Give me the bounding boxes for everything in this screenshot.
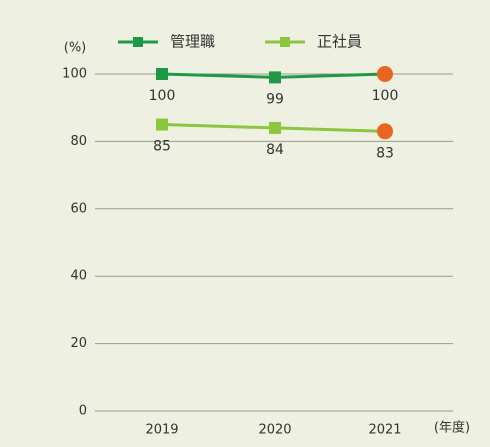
data-label: 83 bbox=[376, 145, 394, 161]
y-tick-label: 40 bbox=[70, 269, 87, 284]
point-highlight bbox=[377, 123, 393, 140]
y-tick-label: 20 bbox=[70, 336, 87, 351]
data-label: 84 bbox=[266, 142, 284, 158]
y-tick-label: 0 bbox=[79, 404, 87, 419]
point bbox=[269, 71, 281, 84]
point bbox=[156, 118, 168, 131]
legend-label: 正社員 bbox=[317, 33, 362, 51]
x-tick-label: 2020 bbox=[258, 423, 291, 438]
data-label: 99 bbox=[266, 91, 284, 107]
data-label: 100 bbox=[149, 88, 176, 104]
y-axis-label: (%) bbox=[64, 41, 87, 56]
legend-label: 管理職 bbox=[170, 33, 215, 51]
x-axis-label: (年度) bbox=[434, 420, 470, 436]
x-tick-label: 2019 bbox=[145, 423, 178, 438]
x-tick-label: 2021 bbox=[368, 423, 401, 438]
data-label: 85 bbox=[153, 139, 171, 155]
data-label: 100 bbox=[372, 88, 399, 104]
point-highlight bbox=[377, 66, 393, 82]
y-tick-label: 100 bbox=[62, 67, 87, 82]
legend-marker bbox=[133, 37, 143, 47]
y-tick-label: 80 bbox=[70, 134, 87, 149]
point bbox=[156, 68, 168, 80]
legend-marker bbox=[280, 37, 290, 47]
point bbox=[269, 121, 281, 134]
y-tick-label: 60 bbox=[70, 201, 87, 216]
